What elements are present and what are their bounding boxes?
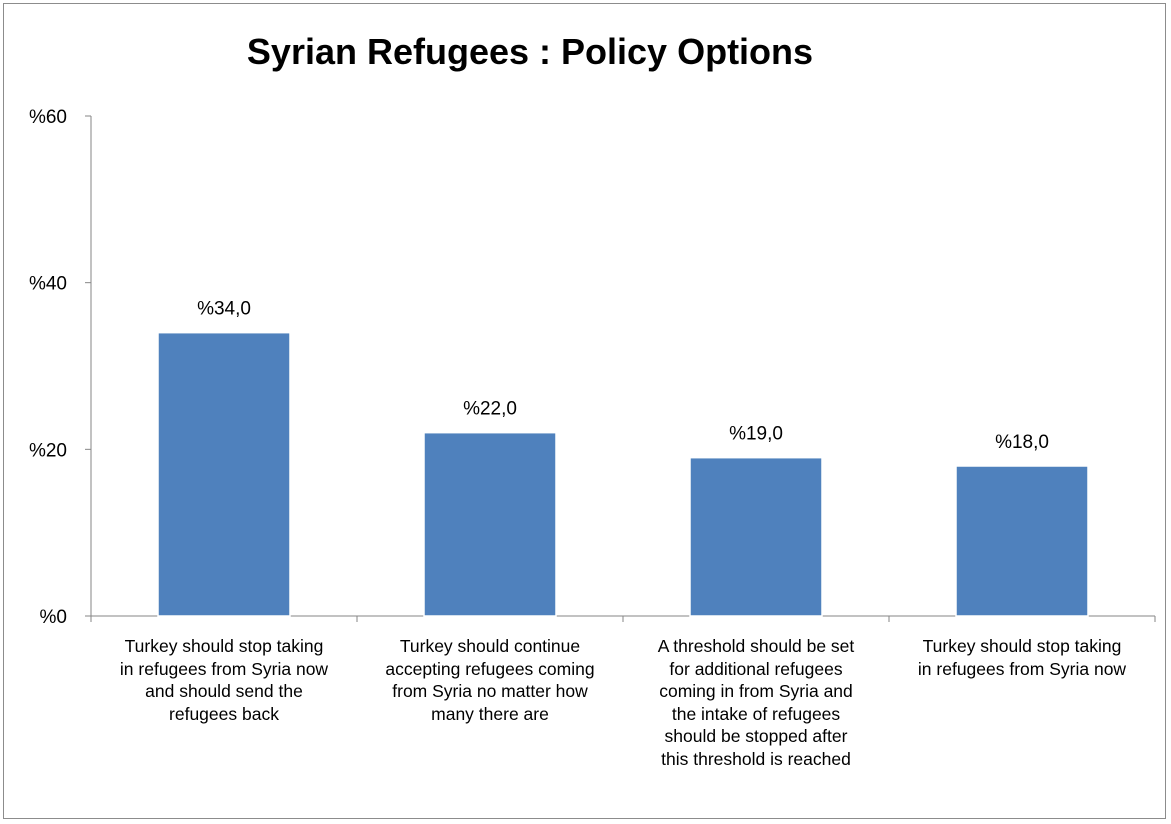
data-label: %18,0 bbox=[995, 432, 1049, 453]
data-label: %22,0 bbox=[463, 399, 517, 420]
x-category-label-line: accepting refugees coming bbox=[385, 658, 595, 679]
y-tick-label: %60 bbox=[29, 107, 67, 128]
x-category-label: Turkey should stop taking in refugees fro… bbox=[91, 635, 357, 725]
y-tick-label: %20 bbox=[29, 440, 67, 461]
x-category-label-line: refugees back bbox=[169, 703, 279, 724]
x-category-label-line: A threshold should be set bbox=[657, 636, 855, 656]
chart-title: Syrian Refugees : Policy Options bbox=[246, 31, 814, 72]
x-category-label-line: Turkey should continue bbox=[399, 636, 581, 656]
x-category-label-line: and should send the bbox=[145, 681, 303, 701]
data-label: %34,0 bbox=[197, 299, 251, 320]
x-category-label: A threshold should be set for additional … bbox=[623, 635, 889, 770]
x-category-label: Turkey should stop taking in refugees fro… bbox=[889, 635, 1155, 680]
y-tick-label: %0 bbox=[40, 607, 67, 628]
x-category-label-line: Turkey should stop taking bbox=[124, 636, 324, 656]
x-category-label-line: many there are bbox=[431, 703, 549, 724]
x-category-label-line: from Syria no matter how bbox=[392, 681, 588, 701]
x-category-label-line: should be stopped after bbox=[664, 726, 848, 746]
y-tick-label: %40 bbox=[29, 274, 67, 295]
bar bbox=[689, 456, 823, 617]
x-category-label-line: coming in from Syria and bbox=[659, 681, 853, 701]
data-label: %19,0 bbox=[729, 424, 783, 445]
x-category-label-line: the intake of refugees bbox=[671, 703, 841, 724]
x-category-label-line: this threshold is reached bbox=[661, 748, 851, 769]
bar bbox=[423, 431, 557, 617]
x-category-label: Turkey should continue accepting refugees… bbox=[357, 635, 623, 725]
x-category-label-line: for additional refugees bbox=[669, 658, 843, 679]
x-category-label-line: in refugees from Syria now bbox=[119, 658, 329, 679]
bar bbox=[955, 465, 1089, 617]
bar bbox=[157, 331, 291, 617]
x-category-label-line: in refugees from Syria now bbox=[917, 658, 1127, 679]
x-category-label-line: Turkey should stop taking bbox=[922, 636, 1122, 656]
